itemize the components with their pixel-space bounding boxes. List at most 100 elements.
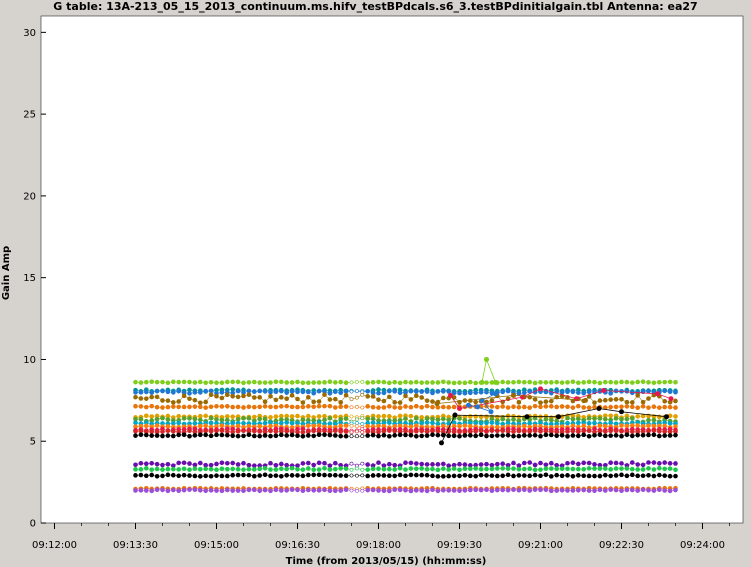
data-point (365, 404, 371, 409)
data-point (462, 380, 468, 386)
outlier-point (493, 379, 498, 385)
data-point (241, 488, 246, 494)
data-point (365, 487, 371, 493)
data-point (414, 403, 419, 409)
data-point (635, 393, 640, 398)
data-point (376, 460, 381, 465)
data-point (338, 379, 344, 385)
series-13 (133, 465, 678, 473)
data-point (246, 388, 252, 394)
data-point (613, 433, 619, 438)
data-point (457, 380, 462, 385)
outlier-point (538, 386, 543, 392)
data-point (640, 379, 646, 385)
data-point (225, 414, 230, 419)
data-point (414, 466, 419, 472)
outlier-point (439, 440, 444, 446)
data-point (262, 389, 268, 394)
data-point (635, 473, 640, 479)
data-point (154, 404, 160, 410)
data-point (478, 389, 484, 395)
data-point (316, 460, 322, 466)
data-point (630, 460, 635, 465)
data-point (289, 473, 295, 478)
data-point (322, 413, 327, 419)
data-point (505, 388, 511, 394)
data-point (241, 380, 246, 386)
data-point (327, 488, 333, 494)
data-point (284, 433, 290, 438)
data-point (667, 433, 673, 438)
data-point (522, 404, 527, 410)
data-point (327, 467, 333, 472)
data-point (430, 416, 435, 422)
data-point (300, 467, 306, 472)
data-point (646, 405, 651, 410)
data-point (343, 466, 349, 471)
data-point (430, 380, 435, 385)
data-point (635, 379, 640, 385)
data-point (495, 466, 500, 471)
data-point (376, 472, 381, 478)
data-point (154, 473, 160, 479)
data-point (651, 380, 657, 386)
data-point (295, 487, 300, 493)
data-point (462, 466, 468, 472)
data-point (246, 472, 252, 478)
data-point (624, 379, 630, 385)
data-point (403, 404, 408, 409)
data-point (446, 421, 452, 426)
data-point (581, 487, 586, 493)
data-point (154, 461, 160, 467)
data-point (603, 397, 608, 403)
data-point (597, 428, 603, 434)
y-tick-label: 0 (30, 519, 36, 530)
data-point (316, 429, 322, 434)
data-point (468, 466, 473, 472)
data-point (673, 405, 678, 410)
data-point (192, 420, 198, 426)
data-point (403, 390, 408, 395)
data-point (673, 473, 678, 479)
data-point (235, 416, 241, 422)
data-point (495, 473, 500, 479)
data-point (198, 488, 203, 493)
data-point (322, 389, 327, 394)
data-point (559, 429, 565, 435)
data-point (370, 420, 376, 426)
data-point (176, 460, 181, 466)
data-point (446, 473, 452, 479)
data-point (549, 460, 554, 466)
data-point (662, 433, 667, 438)
data-point (381, 488, 387, 494)
data-point (133, 428, 138, 434)
data-point (327, 421, 333, 426)
data-point (489, 404, 495, 409)
data-point (586, 460, 592, 466)
x-tick-label: 09:24:00 (680, 540, 725, 551)
data-point (554, 488, 559, 493)
data-point (414, 423, 419, 428)
data-point (214, 488, 219, 493)
outlier-point (668, 396, 674, 402)
data-point (225, 466, 230, 472)
data-point (576, 429, 581, 435)
data-point (133, 420, 138, 426)
data-point (586, 405, 592, 410)
data-point (262, 380, 268, 385)
data-point (284, 488, 290, 493)
data-point (360, 405, 365, 410)
data-point (246, 392, 252, 398)
data-point (343, 473, 349, 479)
data-point (667, 488, 673, 494)
data-point (651, 460, 657, 465)
outlier-point (457, 406, 462, 412)
data-point (592, 400, 597, 405)
data-point (441, 389, 446, 394)
data-point (505, 432, 511, 438)
data-point (457, 488, 462, 494)
data-point (613, 404, 619, 410)
data-point (257, 416, 263, 422)
outlier-point (484, 356, 489, 362)
data-point (219, 380, 225, 386)
